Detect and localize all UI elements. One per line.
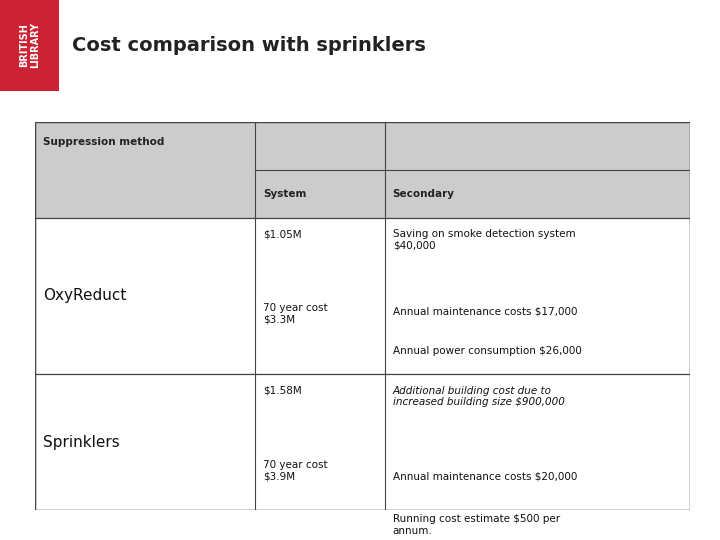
Text: $1.58M: $1.58M (263, 386, 302, 396)
Text: 70 year cost
$3.3M: 70 year cost $3.3M (263, 303, 328, 325)
Text: Annual maintenance costs $17,000: Annual maintenance costs $17,000 (392, 307, 577, 317)
Bar (35, 374, 690, 510)
Text: Additional building cost due to
increased building size $900,000: Additional building cost due to increase… (392, 386, 564, 408)
Text: Annual power consumption $26,000: Annual power consumption $26,000 (392, 346, 582, 356)
Text: Suppression method: Suppression method (43, 137, 164, 147)
Text: System: System (263, 188, 307, 199)
Text: 70 year cost
$3.9M: 70 year cost $3.9M (263, 460, 328, 481)
Text: OxyReduct: OxyReduct (43, 288, 127, 303)
FancyBboxPatch shape (0, 0, 59, 91)
Text: Saving on smoke detection system
$40,000: Saving on smoke detection system $40,000 (392, 229, 575, 251)
Bar (35, 218, 690, 374)
Text: Secondary: Secondary (392, 188, 454, 199)
Text: Running cost estimate $500 per
annum.: Running cost estimate $500 per annum. (392, 514, 559, 536)
Text: Sprinklers: Sprinklers (43, 435, 120, 450)
Bar (35, 122, 690, 218)
Text: $1.05M: $1.05M (263, 229, 302, 239)
Text: Cost comparison with sprinklers: Cost comparison with sprinklers (72, 36, 426, 55)
Text: Annual maintenance costs $20,000: Annual maintenance costs $20,000 (392, 471, 577, 482)
Text: BRITISH
LIBRARY: BRITISH LIBRARY (19, 22, 40, 69)
